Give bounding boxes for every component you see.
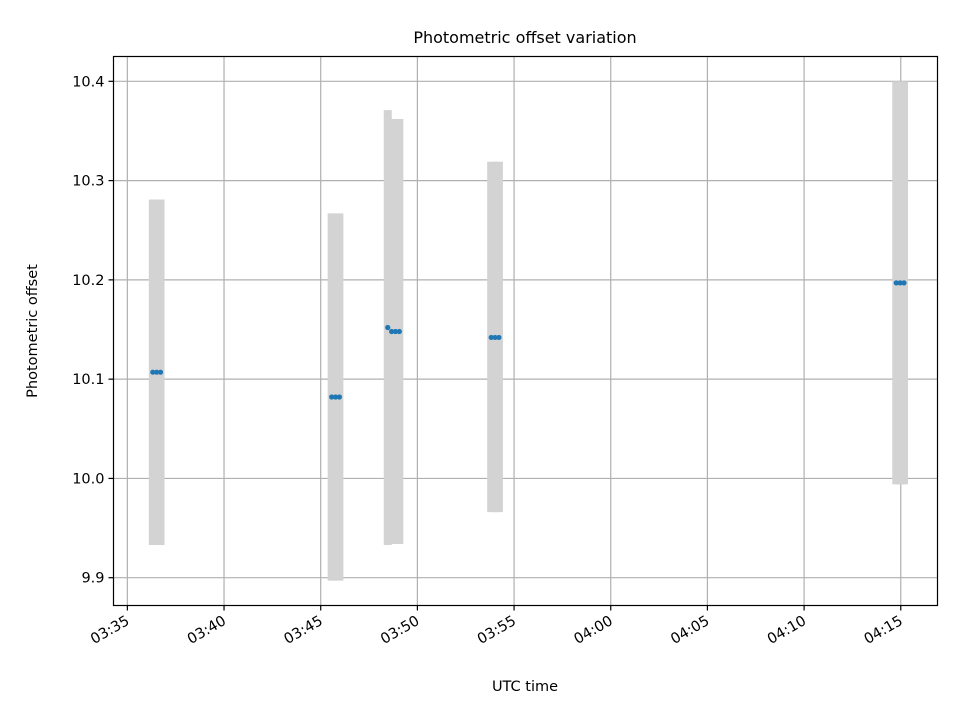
y-axis-label: Photometric offset — [25, 264, 41, 398]
grid — [113, 56, 938, 606]
data-point — [396, 328, 402, 335]
x-axis-label: UTC time — [492, 679, 558, 695]
data-point — [897, 280, 903, 286]
y-tick-label: 10.1 — [72, 372, 104, 388]
y-tick-label: 10.0 — [72, 471, 104, 487]
data-point — [893, 280, 899, 286]
data-point — [150, 369, 156, 375]
data-point — [154, 369, 160, 375]
y-tick-label: 10.4 — [72, 74, 104, 90]
y-tick-label: 10.3 — [72, 174, 104, 190]
data-point — [336, 394, 342, 400]
y-tick-label: 9.9 — [81, 571, 104, 587]
y-tick-label: 10.2 — [72, 273, 104, 289]
data-point — [901, 280, 907, 286]
data-point — [488, 334, 494, 341]
chart-title: Photometric offset variation — [413, 28, 636, 47]
plot-frame — [112, 55, 939, 607]
data-point — [392, 328, 399, 335]
data-point — [157, 369, 164, 375]
markers — [150, 280, 907, 400]
data-point — [329, 394, 335, 400]
data-point — [496, 334, 502, 341]
data-point — [389, 328, 395, 335]
data-point — [492, 334, 498, 341]
data-point — [332, 394, 339, 400]
data-point — [385, 324, 391, 331]
